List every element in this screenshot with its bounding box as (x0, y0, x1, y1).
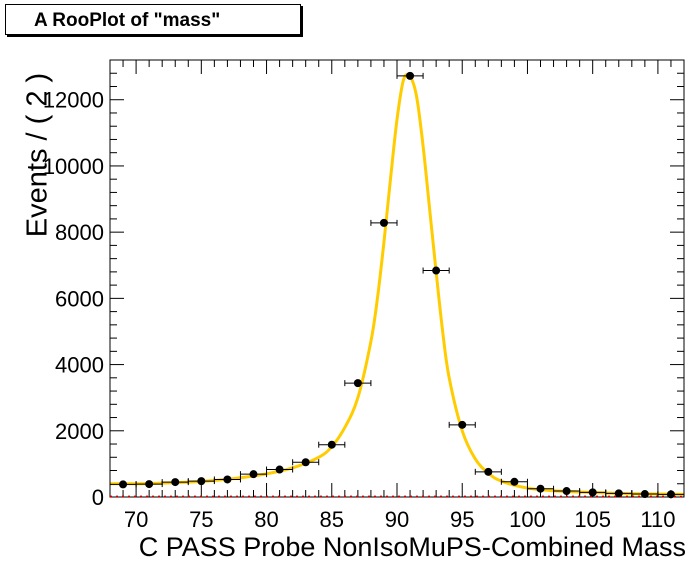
y-tick-label: 4000 (55, 353, 104, 378)
x-tick-label: 85 (320, 507, 344, 532)
y-tick-label: 8000 (55, 220, 104, 245)
data-point (474, 467, 502, 476)
data-marker (301, 458, 310, 467)
x-tick-label: 80 (254, 507, 278, 532)
data-point (135, 480, 163, 489)
data-marker (666, 490, 675, 499)
data-marker (275, 465, 284, 474)
data-point (318, 440, 346, 449)
x-tick-label: 100 (509, 507, 546, 532)
data-marker (406, 71, 415, 80)
data-point (553, 487, 581, 496)
y-tick-label: 6000 (55, 286, 104, 311)
data-point (657, 490, 685, 499)
x-tick-label: 105 (574, 507, 611, 532)
fit-line (109, 72, 685, 496)
data-marker (562, 487, 571, 496)
y-tick-label: 2000 (55, 419, 104, 444)
x-tick-label: 70 (124, 507, 148, 532)
data-marker (197, 477, 206, 486)
data-point (579, 488, 607, 497)
data-marker (171, 478, 180, 487)
data-marker (484, 467, 493, 476)
data-marker (379, 218, 388, 227)
y-tick-label: 12000 (43, 88, 104, 113)
data-marker (614, 489, 623, 498)
data-marker (119, 480, 128, 489)
fit-curve (109, 72, 685, 496)
data-marker (353, 379, 362, 388)
data-marker (249, 470, 258, 479)
y-tick-label: 10000 (43, 154, 104, 179)
x-tick-label: 95 (450, 507, 474, 532)
data-marker (223, 475, 232, 484)
data-marker (510, 477, 519, 486)
tick-labels: 70 75 80 85 90 95 100 105 110 0 2000 4000 6000 8000 10… (43, 88, 676, 532)
data-point (396, 71, 424, 80)
x-tick-label: 75 (189, 507, 213, 532)
data-point (422, 266, 450, 275)
data-marker (588, 488, 597, 497)
data-point (448, 420, 476, 429)
data-point (161, 478, 189, 487)
data-point (213, 475, 241, 484)
data-marker (640, 490, 649, 499)
data-point (344, 379, 372, 388)
data-marker (327, 440, 336, 449)
data-point (292, 458, 320, 467)
data-point (370, 218, 398, 227)
x-axis-label: C PASS Probe NonIsoMuPS-Combined Mass (138, 532, 686, 562)
chart-title: A RooPlot of "mass" (5, 4, 301, 35)
x-tick-label: 110 (640, 507, 675, 532)
y-tick-label: 0 (92, 485, 104, 510)
data-points (109, 71, 685, 499)
data-point (109, 480, 137, 489)
data-point (266, 465, 294, 474)
data-marker (432, 266, 441, 275)
data-point (500, 477, 528, 486)
y-axis-label: Events / ( 2 ) (21, 72, 54, 238)
data-point (239, 470, 268, 479)
x-tick-label: 90 (385, 507, 409, 532)
data-point (187, 477, 215, 486)
chart-axes (109, 59, 685, 498)
data-marker (536, 484, 545, 493)
data-marker (458, 420, 467, 429)
data-marker (145, 480, 154, 489)
